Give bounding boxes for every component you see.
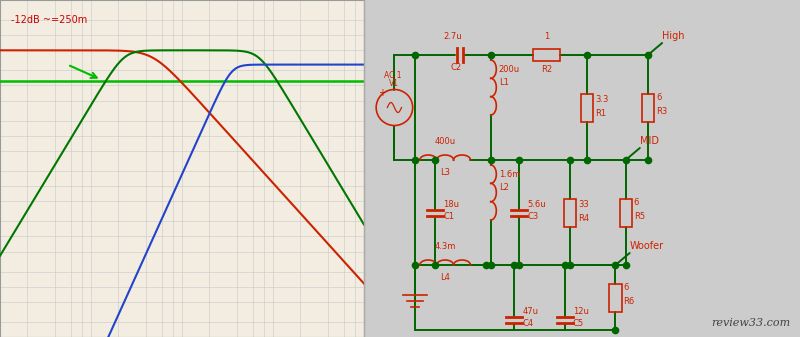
Bar [534, 49, 560, 61]
Text: C2: C2 [450, 63, 462, 72]
Text: R5: R5 [634, 212, 645, 221]
Text: High: High [662, 31, 685, 41]
Text: C3: C3 [527, 212, 538, 221]
Text: R2: R2 [541, 65, 552, 74]
Text: 3.3: 3.3 [595, 95, 609, 104]
Text: 6: 6 [623, 283, 629, 292]
Text: L4: L4 [440, 273, 450, 282]
Text: R6: R6 [623, 297, 635, 306]
Text: R1: R1 [595, 109, 606, 118]
Text: 5.6u: 5.6u [527, 200, 546, 209]
Text: AC 1: AC 1 [384, 70, 402, 80]
Text: 6: 6 [634, 198, 639, 207]
Text: C4: C4 [522, 319, 534, 329]
Text: 33: 33 [578, 200, 589, 209]
Text: 1: 1 [544, 32, 549, 41]
Text: review33.com: review33.com [710, 318, 790, 328]
Text: 2.7u: 2.7u [443, 32, 462, 41]
Bar [642, 93, 654, 122]
Bar [581, 93, 593, 122]
Text: 400u: 400u [434, 137, 456, 146]
Text: 6: 6 [656, 93, 662, 102]
Text: Woofer: Woofer [630, 241, 664, 251]
Text: L1: L1 [499, 78, 509, 87]
Text: -12dB ~=250m: -12dB ~=250m [11, 15, 87, 25]
Text: 12u: 12u [573, 307, 589, 316]
Text: 18u: 18u [443, 200, 459, 209]
Text: 4.3m: 4.3m [434, 242, 456, 251]
Bar [564, 198, 576, 226]
Text: V1: V1 [390, 79, 399, 88]
Text: C1: C1 [443, 212, 454, 221]
Text: C5: C5 [573, 319, 584, 329]
Text: R4: R4 [578, 214, 589, 223]
Bar [619, 198, 632, 226]
Text: +: + [378, 88, 386, 97]
Text: 1.6m: 1.6m [499, 170, 520, 179]
Text: R3: R3 [656, 107, 667, 116]
Bar [610, 283, 622, 311]
Text: 200u: 200u [499, 65, 520, 74]
Text: L2: L2 [499, 183, 509, 192]
Text: MID: MID [640, 136, 658, 146]
Text: L3: L3 [440, 168, 450, 177]
Text: 47u: 47u [522, 307, 538, 316]
